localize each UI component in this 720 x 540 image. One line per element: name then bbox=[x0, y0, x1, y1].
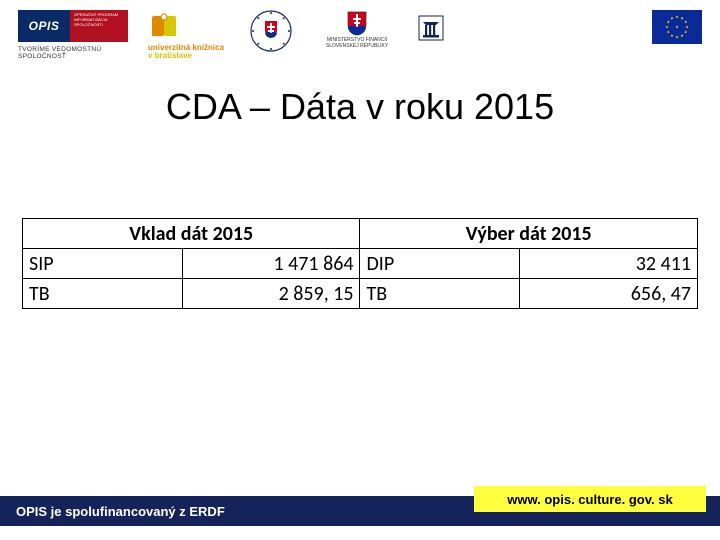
cell-left-label: TB bbox=[23, 279, 183, 309]
cell-right-value: 656, 47 bbox=[520, 279, 698, 309]
logo-ukb-line2: v bratislave bbox=[148, 52, 224, 60]
cell-right-label: TB bbox=[360, 279, 520, 309]
header-vyber: Výber dát 2015 bbox=[360, 219, 698, 249]
data-table-wrap: Vklad dát 2015 Výber dát 2015 SIP 1 471 … bbox=[22, 218, 698, 309]
logo-ukb-text: univerzitná knižnica v bratislave bbox=[148, 44, 224, 60]
ministry-line2: SLOVENSKEJ REPUBLIKY bbox=[326, 44, 388, 50]
cell-left-label: SIP bbox=[23, 249, 183, 279]
cell-right-label: DIP bbox=[360, 249, 520, 279]
logo-opis-tagline-l2: SPOLOČNOSŤ bbox=[18, 53, 128, 60]
eu-stars-icon bbox=[662, 12, 692, 42]
book-icon bbox=[148, 10, 180, 42]
logo-ukb: univerzitná knižnica v bratislave bbox=[148, 10, 224, 60]
cell-left-value: 2 859, 15 bbox=[182, 279, 360, 309]
logo-opis: OPIS OPERAČNÝ PROGRAM INFORMATIZÁCIA SPO… bbox=[18, 10, 128, 60]
cell-left-value: 1 471 864 bbox=[182, 249, 360, 279]
header-vklad: Vklad dát 2015 bbox=[23, 219, 360, 249]
logo-opis-tagline: TVORÍME VEDOMOSTNÚ SPOLOČNOSŤ bbox=[18, 46, 128, 60]
logo-opis-body: OPIS OPERAČNÝ PROGRAM INFORMATIZÁCIA SPO… bbox=[18, 10, 128, 42]
logo-culture-ministry bbox=[410, 10, 452, 46]
logo-ministry-finance: MINISTERSTVO FINANCIÍ SLOVENSKEJ REPUBLI… bbox=[318, 10, 396, 49]
data-table: Vklad dát 2015 Výber dát 2015 SIP 1 471 … bbox=[22, 218, 698, 309]
footer-url: www. opis. culture. gov. sk bbox=[507, 492, 672, 507]
logo-eu-flag bbox=[652, 10, 702, 44]
table-header-row: Vklad dát 2015 Výber dát 2015 bbox=[23, 219, 698, 249]
page-title: CDA – Dáta v roku 2015 bbox=[0, 86, 720, 128]
logo-ministry-text: MINISTERSTVO FINANCIÍ SLOVENSKEJ REPUBLI… bbox=[326, 38, 388, 49]
table-row: TB 2 859, 15 TB 656, 47 bbox=[23, 279, 698, 309]
logo-opis-acronym: OPIS bbox=[18, 10, 70, 42]
logo-opis-fullname: OPERAČNÝ PROGRAM INFORMATIZÁCIA SPOLOČNO… bbox=[70, 10, 128, 42]
footer-blue-text: OPIS je spolufinancovaný z ERDF bbox=[16, 504, 225, 519]
logo-slovak-emblem bbox=[250, 10, 292, 52]
footer: OPIS je spolufinancovaný z ERDF www. opi… bbox=[0, 486, 720, 526]
slide: OPIS OPERAČNÝ PROGRAM INFORMATIZÁCIA SPO… bbox=[0, 0, 720, 540]
pillar-icon bbox=[413, 10, 449, 46]
cell-right-value: 32 411 bbox=[520, 249, 698, 279]
logo-strip: OPIS OPERAČNÝ PROGRAM INFORMATIZÁCIA SPO… bbox=[18, 10, 702, 70]
table-row: SIP 1 471 864 DIP 32 411 bbox=[23, 249, 698, 279]
footer-yellowbox: www. opis. culture. gov. sk bbox=[474, 486, 706, 512]
crest-icon bbox=[346, 10, 368, 36]
